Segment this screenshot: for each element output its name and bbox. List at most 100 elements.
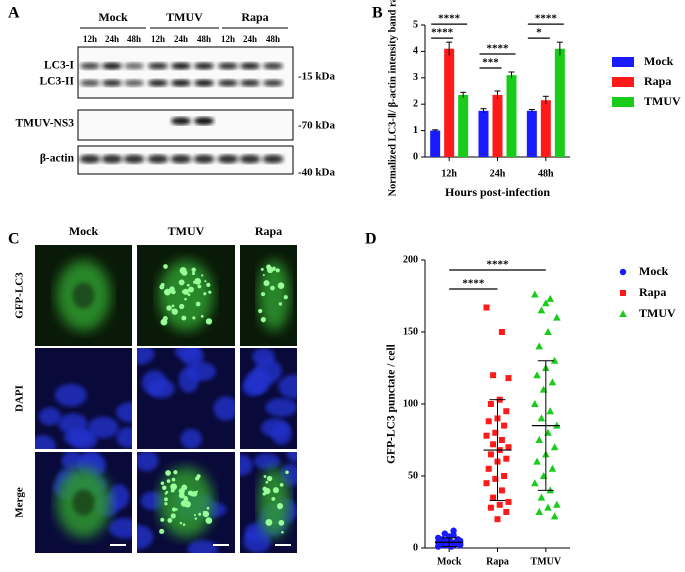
point: [544, 503, 552, 511]
mean-sd: [531, 360, 560, 491]
puncta: [179, 521, 183, 525]
cell-gfp: [258, 467, 291, 538]
micrograph-content: [56, 260, 111, 331]
puncta: [265, 518, 273, 526]
band: [171, 117, 191, 125]
puncta: [167, 518, 173, 523]
micrograph: [240, 452, 297, 553]
group-label: Rapa: [241, 10, 268, 24]
x-tick-label: Mock: [437, 556, 462, 567]
band: [170, 154, 192, 164]
nucleus: [261, 418, 290, 438]
micrograph-content: [35, 383, 132, 449]
row-label: GFP-LC3: [14, 272, 26, 319]
puncta: [173, 470, 178, 475]
band: [124, 79, 144, 87]
micrograph-content: [258, 260, 291, 331]
error-bar: [480, 108, 487, 113]
band: [124, 62, 144, 70]
point: [533, 457, 541, 465]
y-axis-label: Normalized LC3-Ⅱ/ β-actin intensity band…: [386, 0, 398, 197]
point: [503, 408, 510, 415]
group-label: Mock: [98, 10, 128, 24]
puncta: [191, 491, 198, 497]
band: [263, 62, 283, 70]
y-tick-label: 0: [413, 542, 418, 553]
puncta: [192, 316, 196, 320]
puncta: [266, 264, 272, 270]
nucleus: [249, 367, 272, 394]
micrograph-content: [240, 452, 297, 553]
row-label: LC3-I: [44, 60, 75, 72]
point: [531, 400, 539, 407]
sig-label: ****: [431, 27, 454, 39]
point: [494, 516, 501, 523]
bar: [540, 100, 551, 157]
puncta: [194, 517, 198, 520]
point: [483, 432, 490, 439]
puncta: [166, 479, 171, 483]
puncta: [191, 267, 196, 273]
legend-marker: [620, 290, 626, 296]
puncta: [262, 274, 265, 277]
puncta: [275, 268, 280, 273]
point: [505, 444, 512, 451]
nucleus: [61, 452, 84, 471]
y-tick-label: 200: [403, 254, 418, 265]
point: [439, 536, 446, 543]
band: [240, 62, 260, 70]
error-bar: [528, 108, 535, 113]
puncta: [169, 286, 175, 292]
puncta: [278, 507, 281, 510]
band: [194, 117, 214, 125]
puncta: [171, 308, 178, 315]
lane-label: 24h: [243, 34, 257, 44]
puncta: [197, 284, 202, 289]
puncta: [160, 481, 165, 486]
band: [193, 154, 215, 164]
error-bar: [494, 90, 501, 99]
micrograph: [35, 452, 132, 553]
band: [263, 79, 283, 87]
puncta: [198, 512, 202, 516]
column-label: Rapa: [255, 224, 282, 238]
nucleus: [187, 540, 218, 553]
row-label: DAPI: [14, 385, 26, 412]
y-tick-label: 4: [413, 46, 418, 57]
point: [548, 378, 557, 386]
sig-label: ****: [487, 43, 510, 55]
panel-letter: D: [365, 231, 377, 248]
puncta: [261, 292, 266, 297]
panel-letter: B: [372, 5, 383, 22]
cell-gfp: [258, 260, 291, 331]
band: [148, 62, 168, 70]
puncta: [193, 514, 196, 517]
legend-label: Mock: [639, 264, 669, 278]
point: [505, 498, 512, 505]
point: [537, 306, 546, 314]
x-tick-label: Rapa: [486, 556, 509, 567]
panel-letter: C: [8, 231, 20, 248]
x-tick-label: TMUV: [531, 556, 562, 567]
legend-label: Rapa: [644, 74, 671, 88]
y-tick-label: 150: [403, 326, 418, 337]
puncta: [159, 528, 165, 535]
puncta: [206, 282, 211, 287]
puncta: [180, 500, 188, 507]
y-tick-label: 50: [408, 470, 418, 481]
band: [80, 79, 100, 87]
puncta: [163, 264, 168, 269]
point: [544, 328, 552, 335]
sig-label: ***: [482, 57, 499, 69]
nucleus: [54, 383, 87, 407]
puncta: [204, 280, 207, 283]
legend-label: TMUV: [639, 306, 676, 320]
row-label: LC3-II: [39, 76, 74, 88]
sig-label: *: [536, 27, 542, 39]
point: [501, 473, 508, 479]
sig-label: ****: [438, 13, 461, 25]
legend-label: TMUV: [644, 94, 681, 108]
blot-frame: [77, 109, 294, 141]
nucleus: [63, 428, 93, 446]
point: [542, 299, 550, 307]
